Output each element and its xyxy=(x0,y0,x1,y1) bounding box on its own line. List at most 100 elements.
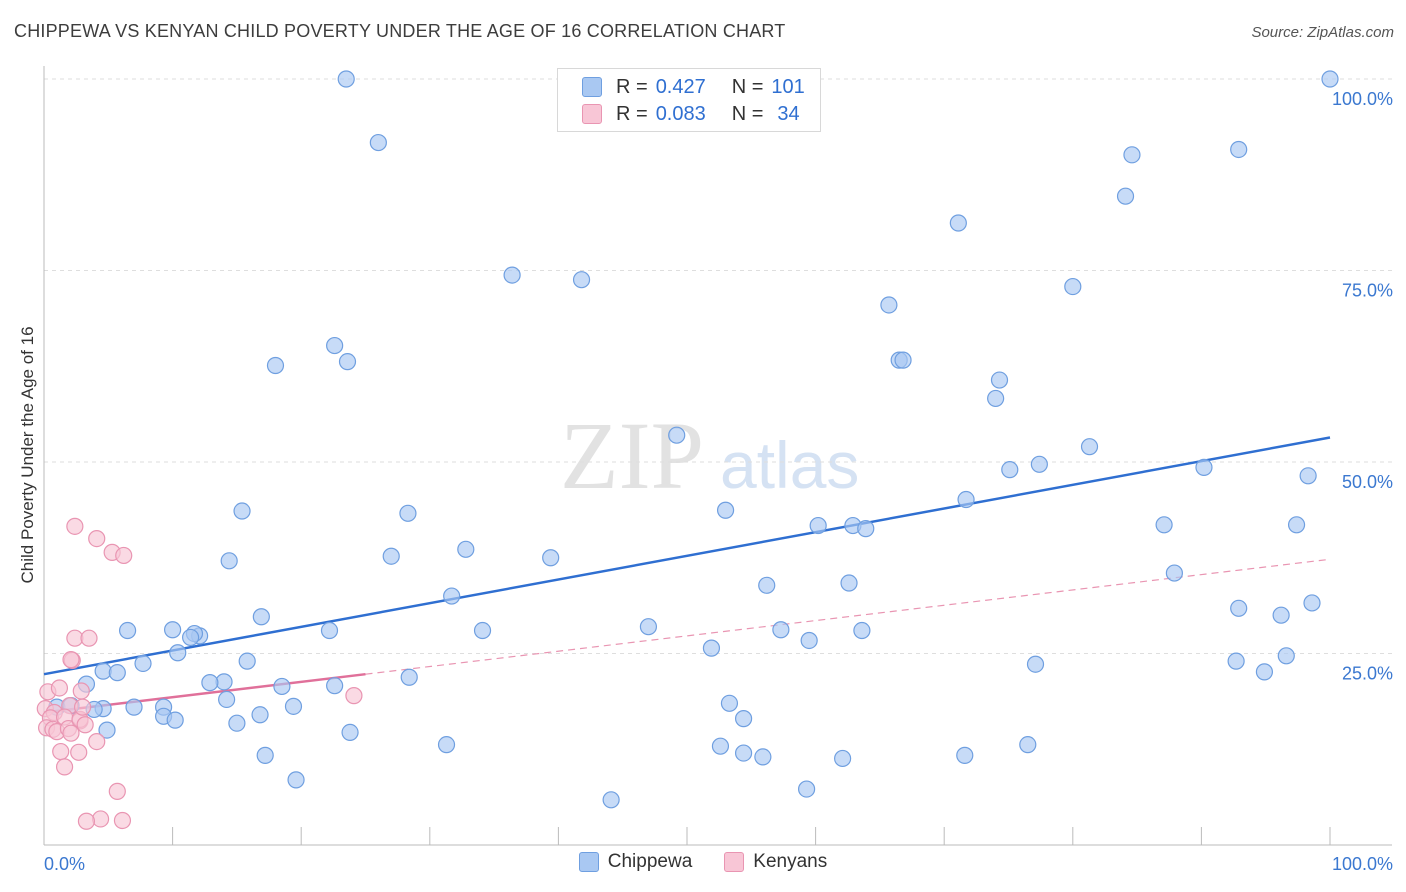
chart-legend: Chippewa Kenyans xyxy=(0,851,1406,873)
n-label: N = xyxy=(731,75,764,98)
chippewa-point xyxy=(164,621,182,639)
chippewa-point xyxy=(840,574,858,592)
chippewa-point xyxy=(1227,652,1245,670)
chippewa-point xyxy=(542,549,560,567)
chippewa-point xyxy=(1277,647,1295,665)
chippewa-point xyxy=(228,714,246,732)
kenyans-point xyxy=(345,687,363,705)
n-value: 34 xyxy=(777,102,800,125)
chippewa-point xyxy=(754,748,772,766)
chippewa-point xyxy=(834,749,852,768)
y-tick-label: 50.0% xyxy=(1342,472,1393,492)
chippewa-point xyxy=(284,697,303,715)
chippewa-point xyxy=(503,266,521,284)
kenyans-point xyxy=(62,651,80,669)
kenyans-legend-swatch xyxy=(724,852,745,872)
chippewa-trend-line xyxy=(43,436,1331,676)
chippewa-point xyxy=(602,791,620,809)
kenyans-point xyxy=(113,811,132,830)
chippewa-point xyxy=(238,652,256,670)
kenyans-point xyxy=(88,529,106,548)
chippewa-point xyxy=(457,540,475,558)
chippewa-point xyxy=(382,547,400,565)
chippewa-point xyxy=(437,736,456,754)
chippewa-point xyxy=(169,644,187,662)
legend-item-kenyans[interactable]: Kenyans xyxy=(724,851,827,873)
chippewa-point xyxy=(1123,146,1141,164)
r-label: R = xyxy=(616,75,648,98)
data-points xyxy=(36,70,1339,830)
stats-row-kenyans: R = 0.083 N = 34 xyxy=(582,101,800,127)
chippewa-point xyxy=(252,608,270,626)
chippewa-point xyxy=(1230,140,1248,159)
chippewa-point xyxy=(949,214,967,232)
chippewa-point xyxy=(1195,458,1213,476)
chippewa-point xyxy=(443,587,461,605)
kenyans-point xyxy=(80,629,98,647)
chippewa-point xyxy=(572,271,591,289)
chippewa-point xyxy=(716,501,735,519)
chippewa-point xyxy=(118,621,137,640)
kenyans-point xyxy=(115,546,133,565)
chippewa-point xyxy=(1001,461,1019,479)
chart-title: CHIPPEWA VS KENYAN CHILD POVERTY UNDER T… xyxy=(14,21,786,41)
chippewa-point xyxy=(702,639,721,657)
r-value: 0.083 xyxy=(655,102,706,125)
chippewa-point xyxy=(338,353,357,371)
n-label: N = xyxy=(731,102,764,125)
x-tick-label: 100.0% xyxy=(1332,854,1393,874)
chippewa-point xyxy=(337,70,355,88)
chippewa-legend-swatch xyxy=(578,852,599,872)
axes xyxy=(43,66,1392,846)
chippewa-point xyxy=(857,520,875,538)
chippewa-point xyxy=(809,516,827,535)
chippewa-point xyxy=(758,576,776,594)
watermark-atlas: atlas xyxy=(720,428,859,502)
chippewa-point xyxy=(108,664,126,682)
kenyans-point xyxy=(66,517,84,535)
chippewa-point xyxy=(1303,594,1321,612)
chippewa-point xyxy=(94,662,112,680)
chippewa-point xyxy=(711,737,730,755)
chippewa-point xyxy=(326,677,344,695)
chippewa-point xyxy=(772,621,790,639)
chippewa-point xyxy=(956,746,974,764)
chippewa-point xyxy=(1299,467,1317,485)
chippewa-point xyxy=(273,677,291,696)
kenyans-point xyxy=(72,682,90,700)
chippewa-point xyxy=(369,133,387,152)
chippewa-point xyxy=(251,706,269,724)
legend-label: Chippewa xyxy=(607,851,693,872)
chippewa-point xyxy=(880,296,898,314)
chippewa-point xyxy=(800,631,818,650)
chippewa-point xyxy=(1255,663,1274,681)
chippewa-point xyxy=(1165,564,1183,582)
chippewa-point xyxy=(797,780,816,798)
kenyans-point xyxy=(70,743,88,761)
chippewa-point xyxy=(220,552,238,570)
y-tick-label: 100.0% xyxy=(1332,89,1393,109)
stats-row-chippewa: R = 0.427 N = 101 xyxy=(582,74,805,100)
chippewa-point xyxy=(1080,438,1099,456)
r-value: 0.427 xyxy=(655,75,706,98)
kenyans-point xyxy=(108,782,126,800)
chippewa-point xyxy=(134,654,152,673)
kenyans-point xyxy=(62,724,80,742)
chippewa-point xyxy=(1230,599,1248,617)
kenyans-point xyxy=(52,742,70,761)
legend-item-chippewa[interactable]: Chippewa xyxy=(578,851,693,873)
tick-labels: 25.0% 50.0% 75.0% 100.0% 0.0% 100.0% xyxy=(44,89,1393,874)
source-label: Source: ZipAtlas.com xyxy=(1251,24,1394,41)
kenyans-point xyxy=(77,812,96,830)
chippewa-point xyxy=(1064,277,1082,296)
chippewa-point xyxy=(734,744,753,762)
x-tick-label: 0.0% xyxy=(44,854,85,874)
chippewa-point xyxy=(957,490,975,509)
chippewa-point xyxy=(399,504,417,522)
kenyans-point xyxy=(91,810,110,828)
chippewa-point xyxy=(341,723,359,741)
chippewa-point xyxy=(166,711,184,729)
chippewa-point xyxy=(1272,606,1290,624)
chippewa-point xyxy=(1321,70,1339,88)
